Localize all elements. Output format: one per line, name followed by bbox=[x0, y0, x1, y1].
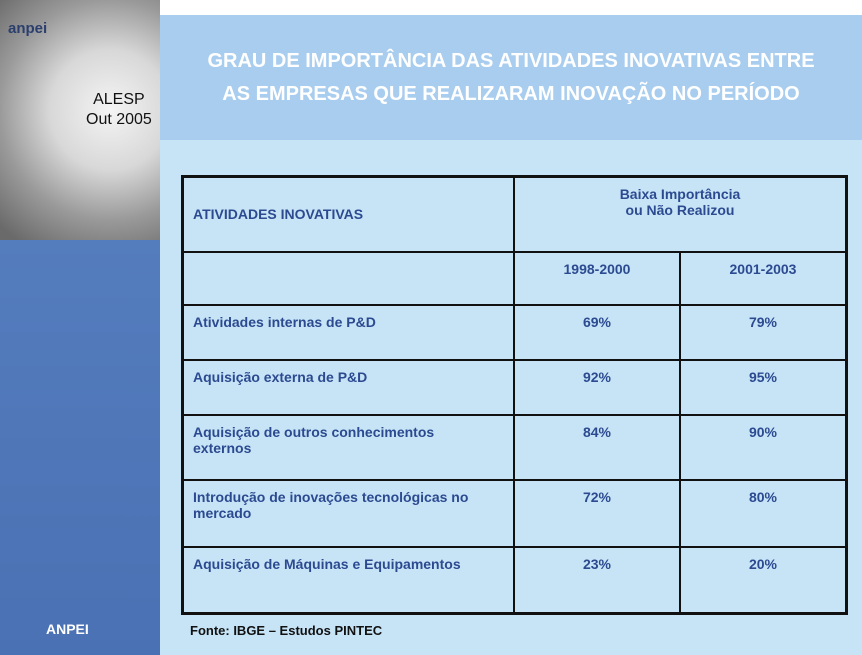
percentage: 92% bbox=[513, 358, 681, 416]
title: GRAU DE IMPORTÂNCIA DAS ATIVIDADES INOVA… bbox=[160, 45, 862, 111]
percentage: 90% bbox=[679, 413, 848, 481]
group-header-line: ou Não Realizou bbox=[625, 202, 735, 218]
globe-image bbox=[0, 0, 160, 240]
event-line: Out 2005 bbox=[86, 111, 152, 128]
title-line: GRAU DE IMPORTÂNCIA DAS ATIVIDADES INOVA… bbox=[207, 50, 815, 72]
percentage: 69% bbox=[513, 303, 681, 361]
sidebar-footer: ANPEI bbox=[46, 621, 89, 637]
sidebar: anpei ALESP Out 2005 ANPEI bbox=[0, 0, 160, 655]
period: 1998-2000 bbox=[513, 250, 681, 306]
percentage: 80% bbox=[679, 478, 848, 548]
column-header: ATIVIDADES INOVATIVAS bbox=[181, 175, 515, 253]
table-body: ATIVIDADES INOVATIVAS Baixa Importância … bbox=[181, 175, 848, 615]
table-row: Aquisição externa de P&D 92% 95% bbox=[181, 358, 848, 416]
header-row: ATIVIDADES INOVATIVAS Baixa Importância … bbox=[181, 175, 848, 253]
logo: anpei bbox=[8, 20, 48, 37]
period-row: 1998-2000 2001-2003 bbox=[181, 250, 848, 306]
percentage: 20% bbox=[679, 545, 848, 615]
title-bar: GRAU DE IMPORTÂNCIA DAS ATIVIDADES INOVA… bbox=[160, 15, 862, 140]
source: Fonte: IBGE – Estudos PINTEC bbox=[190, 623, 383, 638]
activity: Introdução de inovações tecnológicas no … bbox=[181, 478, 515, 548]
title-line: AS EMPRESAS QUE REALIZARAM INOVAÇÃO NO P… bbox=[222, 83, 800, 105]
group-header-line: Baixa Importância bbox=[619, 186, 741, 202]
activity: Aquisição de outros conhecimentos extern… bbox=[181, 413, 515, 481]
table-row: Atividades internas de P&D 69% 79% bbox=[181, 303, 848, 361]
empty-cell bbox=[181, 250, 515, 306]
percentage: 72% bbox=[513, 478, 681, 548]
percentage: 95% bbox=[679, 358, 848, 416]
percentage: 23% bbox=[513, 545, 681, 615]
event-label: ALESP Out 2005 bbox=[86, 90, 152, 130]
activity: Aquisição de Máquinas e Equipamentos bbox=[181, 545, 515, 615]
group-header: Baixa Importância ou Não Realizou bbox=[513, 175, 848, 253]
percentage: 79% bbox=[679, 303, 848, 361]
table-row: Aquisição de Máquinas e Equipamentos 23% 2… bbox=[181, 545, 848, 615]
event-line: ALESP bbox=[93, 91, 145, 108]
table-row: Introdução de inovações tecnológicas no … bbox=[181, 478, 848, 548]
percentage: 84% bbox=[513, 413, 681, 481]
content: GRAU DE IMPORTÂNCIA DAS ATIVIDADES INOVA… bbox=[160, 15, 862, 655]
activity: Aquisição externa de P&D bbox=[181, 358, 515, 416]
table-row: Aquisição de outros conhecimentos extern… bbox=[181, 413, 848, 481]
period: 2001-2003 bbox=[679, 250, 848, 306]
data-table: ATIVIDADES INOVATIVAS Baixa Importância … bbox=[181, 175, 848, 615]
activity: Atividades internas de P&D bbox=[181, 303, 515, 361]
